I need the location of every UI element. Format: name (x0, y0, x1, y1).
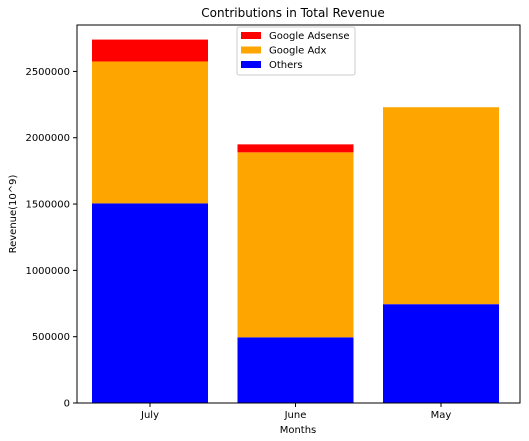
bar-google-adx-june (237, 152, 354, 338)
legend-label: Google Adsense (269, 31, 350, 42)
y-tick-label: 2500000 (25, 67, 70, 78)
y-tick-label: 0 (64, 399, 70, 410)
legend-swatch-google-adsense (241, 32, 261, 39)
y-tick-label: 2000000 (25, 133, 70, 144)
y-tick-label: 1000000 (25, 266, 70, 277)
bars-group (92, 39, 499, 403)
y-tick-label: 1500000 (25, 200, 70, 211)
y-axis-ticks: 0 500000 1000000 1500000 2000000 2500000 (25, 67, 77, 410)
bar-google-adsense-july (92, 39, 208, 62)
bar-google-adx-july (92, 61, 208, 204)
bar-others-may (383, 304, 499, 403)
legend-swatch-google-adx (241, 46, 261, 54)
legend-label: Others (269, 60, 303, 71)
legend-label: Google Adx (269, 46, 326, 57)
x-axis-label: Months (280, 425, 317, 436)
x-axis-ticks: July June May (140, 403, 451, 421)
legend-box (236, 26, 356, 76)
bar-others-june (237, 337, 354, 403)
bar-others-july (92, 203, 208, 403)
x-tick-label: July (140, 410, 159, 421)
plot-area-frame (76, 24, 521, 404)
bar-google-adsense-june (237, 144, 354, 153)
bar-google-adx-may (383, 107, 499, 305)
x-tick-label: June (284, 410, 307, 421)
x-tick-label: May (431, 410, 452, 421)
y-axis-label: Revenue(10^9) (8, 174, 19, 253)
chart-title: Contributions in Total Revenue (201, 6, 384, 20)
legend: Google Adsense Google Adx Others (236, 26, 356, 76)
legend-swatch-others (241, 61, 261, 68)
y-tick-label: 500000 (32, 332, 70, 343)
